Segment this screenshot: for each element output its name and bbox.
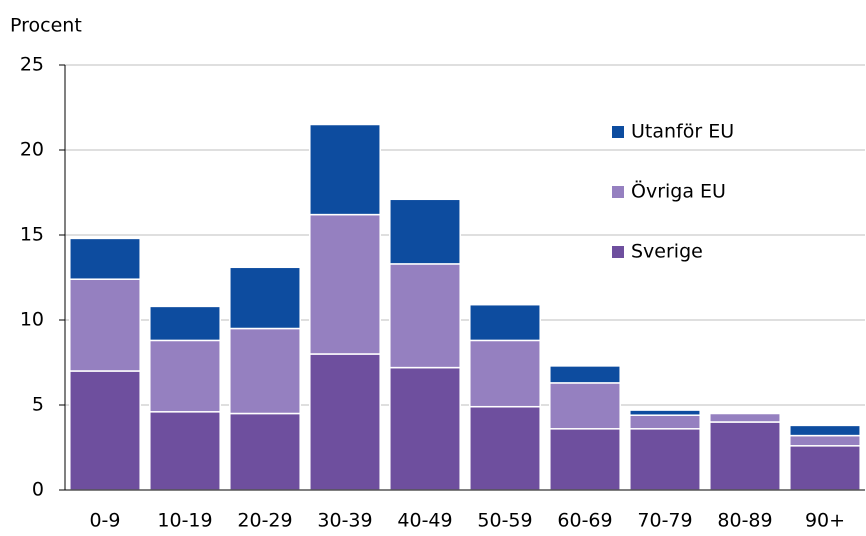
bar-segment bbox=[789, 445, 861, 491]
legend-label: Övriga EU bbox=[631, 180, 726, 203]
x-tick-label: 90+ bbox=[805, 510, 845, 532]
bar-segment bbox=[789, 424, 861, 437]
x-tick-label: 70-79 bbox=[637, 510, 692, 532]
x-tick-label: 40-49 bbox=[397, 510, 452, 532]
bar-segment bbox=[389, 263, 461, 369]
legend-swatch bbox=[612, 186, 624, 198]
x-tick-label: 80-89 bbox=[717, 510, 772, 532]
x-tick-label: 60-69 bbox=[557, 510, 612, 532]
x-tick-label: 10-19 bbox=[157, 510, 212, 532]
bar-segment bbox=[789, 434, 861, 447]
bar-segment bbox=[709, 412, 781, 423]
bar-segment bbox=[389, 198, 461, 265]
bar-segment bbox=[389, 366, 461, 491]
x-tick-label: 0-9 bbox=[89, 510, 120, 532]
bar-segment bbox=[149, 305, 221, 342]
bar-segment bbox=[309, 123, 381, 216]
bar-segment bbox=[309, 353, 381, 491]
bar-segment bbox=[229, 412, 301, 491]
y-axis-label: Procent bbox=[10, 15, 82, 37]
y-tick-label: 0 bbox=[32, 479, 44, 501]
bar-segment bbox=[469, 405, 541, 491]
legend-swatch bbox=[612, 126, 624, 138]
bar-segment bbox=[549, 365, 621, 384]
bar-segment bbox=[709, 421, 781, 491]
bar-segment bbox=[309, 213, 381, 355]
y-tick-label: 10 bbox=[20, 309, 44, 331]
y-tick-label: 20 bbox=[20, 139, 44, 161]
y-tick-label: 25 bbox=[20, 54, 44, 76]
legend-label: Sverige bbox=[631, 241, 703, 263]
y-tick-label: 15 bbox=[20, 224, 44, 246]
bar-segment bbox=[229, 327, 301, 415]
y-tick-label: 5 bbox=[32, 394, 44, 416]
bar-segment bbox=[629, 409, 701, 416]
bar-segment bbox=[229, 266, 301, 330]
bar-segment bbox=[69, 237, 141, 280]
legend-label: Utanför EU bbox=[631, 121, 734, 143]
bar-segment bbox=[469, 303, 541, 342]
legend-swatch bbox=[612, 246, 624, 258]
bar-segment bbox=[629, 414, 701, 430]
bar-segment bbox=[69, 278, 141, 372]
x-tick-label: 30-39 bbox=[317, 510, 372, 532]
bar-segment bbox=[549, 382, 621, 430]
x-tick-label: 50-59 bbox=[477, 510, 532, 532]
bar-segment bbox=[69, 370, 141, 491]
x-tick-label: 20-29 bbox=[237, 510, 292, 532]
bar-segment bbox=[149, 411, 221, 491]
bar-segment bbox=[549, 428, 621, 491]
bar-segment bbox=[469, 339, 541, 408]
bar-segment bbox=[629, 428, 701, 491]
bar-segment bbox=[149, 339, 221, 413]
